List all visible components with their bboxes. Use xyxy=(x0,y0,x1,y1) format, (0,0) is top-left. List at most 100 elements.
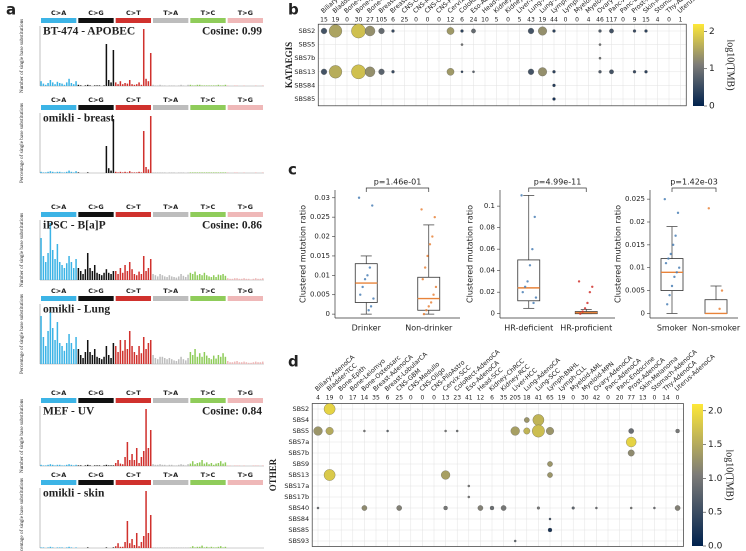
bar xyxy=(68,464,70,466)
row-label: SBS5 xyxy=(292,427,309,435)
bar xyxy=(236,278,238,280)
bar xyxy=(138,346,140,364)
bar xyxy=(217,84,220,86)
bar xyxy=(54,172,56,173)
bar xyxy=(114,346,117,364)
bar xyxy=(175,277,178,280)
bar xyxy=(177,276,180,280)
bubble xyxy=(467,484,471,488)
bar xyxy=(156,464,159,466)
bar xyxy=(201,275,203,280)
bar xyxy=(117,84,119,86)
count-label: 0 xyxy=(652,395,656,402)
bar xyxy=(184,465,187,466)
y-axis-label: Clustered mutation ratio xyxy=(614,205,623,303)
bar xyxy=(126,349,129,364)
bar xyxy=(58,171,61,173)
bar xyxy=(166,277,168,280)
bar xyxy=(154,172,157,173)
mutation-type-band xyxy=(41,398,77,403)
bar xyxy=(107,465,110,466)
count-label: 15 xyxy=(320,17,328,24)
count-label: 15 xyxy=(642,17,650,24)
p-value: p=1.46e-01 xyxy=(374,178,422,187)
count-label: 30 xyxy=(581,395,589,402)
mutation-type-band xyxy=(41,296,77,301)
point xyxy=(673,275,676,279)
point xyxy=(586,301,589,305)
bar xyxy=(168,464,171,466)
count-label: 0 xyxy=(564,17,568,24)
bar xyxy=(65,343,68,364)
bar xyxy=(159,84,161,86)
colorbar-tick-label: 0.0 xyxy=(708,542,723,551)
bar xyxy=(121,546,124,548)
bar xyxy=(133,545,136,548)
bar xyxy=(103,85,105,86)
bubble xyxy=(361,505,368,511)
bar xyxy=(68,256,70,280)
y-tick-label: 0 xyxy=(326,310,330,318)
bar xyxy=(226,172,229,173)
bubble xyxy=(598,56,602,60)
bar xyxy=(145,491,147,548)
bubble xyxy=(674,505,681,511)
bar xyxy=(159,274,161,280)
bar xyxy=(56,547,59,548)
bar xyxy=(135,275,138,280)
bubble xyxy=(552,70,556,74)
bar xyxy=(159,547,161,548)
bar xyxy=(72,172,75,173)
count-label: 41 xyxy=(465,395,473,402)
bar xyxy=(191,546,194,548)
count-label: 5 xyxy=(495,17,499,24)
point xyxy=(720,289,724,292)
bar xyxy=(135,172,138,173)
mutation-type-band xyxy=(153,480,189,485)
mutation-type-label: T>C xyxy=(201,96,216,104)
mutation-type-label: T>A xyxy=(163,287,178,295)
bubble xyxy=(378,27,385,35)
bar xyxy=(131,454,133,466)
bar xyxy=(47,83,49,86)
mutation-type-band xyxy=(153,105,189,110)
bar xyxy=(168,547,171,548)
bar xyxy=(133,460,136,466)
point xyxy=(426,254,429,258)
bar xyxy=(217,463,220,466)
y-tick-label: 0.015 xyxy=(310,252,330,260)
x-tick-label: Non-smoker xyxy=(692,324,741,333)
bar xyxy=(65,263,68,280)
bar xyxy=(131,269,133,280)
point xyxy=(667,257,670,260)
bar xyxy=(107,355,110,364)
bar xyxy=(189,84,192,86)
panel-label: d xyxy=(288,353,299,371)
bar xyxy=(247,362,250,364)
bar xyxy=(112,547,115,548)
bar xyxy=(119,340,122,364)
bar xyxy=(173,465,175,466)
count-label: 205 xyxy=(509,395,521,402)
mutation-type-label: C>T xyxy=(126,96,141,104)
bar xyxy=(203,352,206,364)
bar xyxy=(103,272,105,280)
bar xyxy=(56,464,59,466)
count-label: 0 xyxy=(437,17,441,24)
bar xyxy=(161,547,164,548)
bar xyxy=(114,171,117,173)
bar xyxy=(128,543,131,548)
bar xyxy=(68,334,70,364)
point xyxy=(676,211,680,215)
bar xyxy=(212,464,215,466)
count-label: 30 xyxy=(355,17,363,24)
bar xyxy=(215,85,217,86)
bubble xyxy=(644,29,648,33)
point xyxy=(577,280,581,283)
point xyxy=(428,243,432,246)
bubble xyxy=(632,29,637,33)
bar xyxy=(86,340,89,364)
bar xyxy=(96,272,98,280)
bar xyxy=(124,83,126,86)
count-label: 0 xyxy=(575,17,579,24)
